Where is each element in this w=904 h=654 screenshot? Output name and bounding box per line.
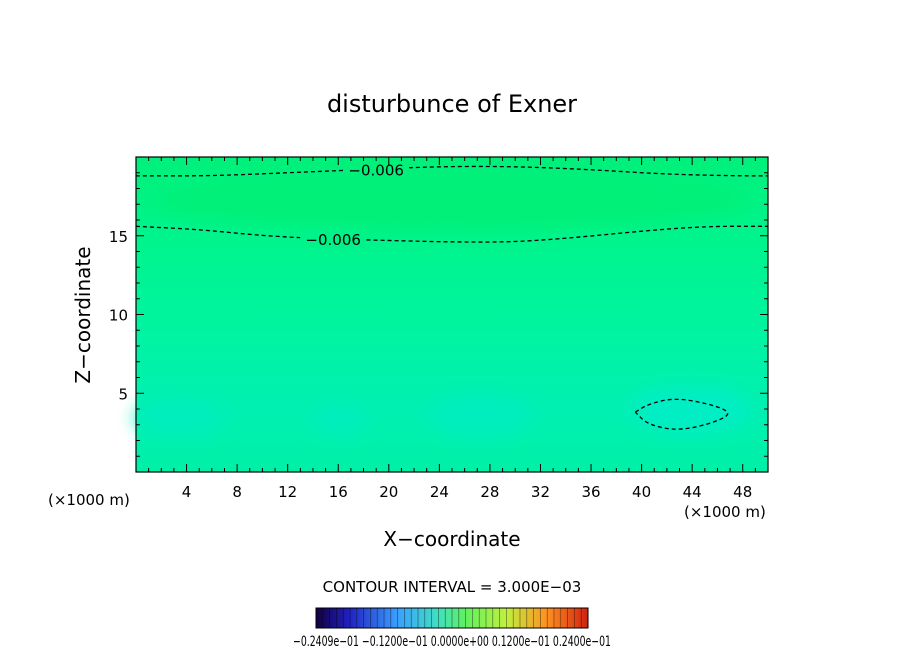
x-tick-label: 4 [182, 483, 192, 501]
contour-label: −0.006 [305, 231, 361, 249]
x-tick-label: 28 [480, 483, 499, 501]
contour-layer: −0.006 −0.006 [135, 160, 768, 430]
field-blobs [135, 170, 750, 437]
contour-label: −0.006 [348, 162, 404, 180]
y-tick-label: 15 [109, 228, 128, 246]
field-blob [135, 400, 225, 436]
x-tick-label: 36 [581, 483, 600, 501]
field-blob [425, 393, 535, 437]
y-axis-label: Z−coordinate [71, 246, 95, 383]
x-tick-label: 24 [430, 483, 449, 501]
x-tick-label: 12 [278, 483, 297, 501]
x-tick-label: 16 [329, 483, 348, 501]
y-tick-label: 5 [118, 385, 128, 403]
contour-label-bg [343, 160, 410, 179]
x-tick-label: 8 [232, 483, 242, 501]
contour-line [634, 398, 729, 430]
field-blob [630, 386, 750, 434]
field-blob [150, 170, 750, 230]
y-tick-label: 10 [109, 307, 128, 325]
contour-interval-label: CONTOUR INTERVAL = 3.000E−03 [323, 578, 582, 596]
field-blob [312, 405, 368, 435]
colorbar-ticks [322, 608, 582, 628]
x-tick-label: 32 [531, 483, 550, 501]
chart-title: disturbunce of Exner [327, 90, 577, 118]
contour-line [136, 165, 768, 177]
x-axis-label: X−coordinate [383, 527, 520, 551]
contour-line [135, 225, 768, 243]
x-tick-label: 48 [733, 483, 752, 501]
x-unit-right: (×1000 m) [684, 503, 766, 521]
contour-label-bg [300, 229, 367, 248]
x-tick-label: 44 [683, 483, 702, 501]
x-tick-label: 40 [632, 483, 651, 501]
colorbar-labels: −0.2409e−01 −0.1200e−01 0.0000e+00 0.120… [293, 634, 611, 650]
x-tick-label: 20 [379, 483, 398, 501]
x-unit-left: (×1000 m) [48, 491, 130, 509]
colorbar: −0.2409e−01 −0.1200e−01 0.0000e+00 0.120… [293, 607, 611, 650]
